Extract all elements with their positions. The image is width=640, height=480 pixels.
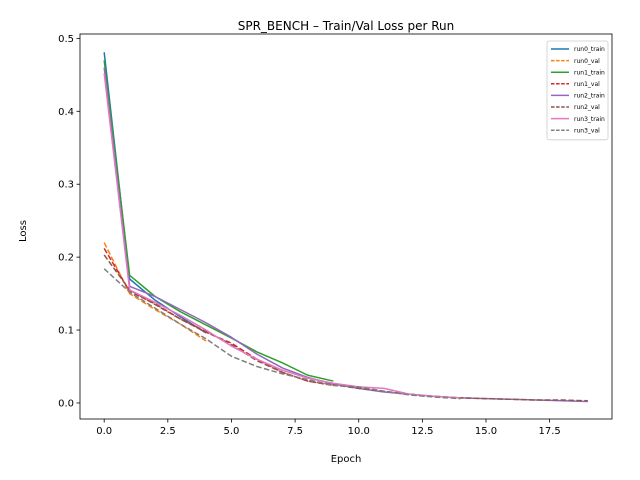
- legend-label-run1-train: run1_train: [574, 69, 605, 76]
- x-tick-label: 5.0: [224, 426, 240, 437]
- y-tick-label: 0.3: [58, 180, 74, 191]
- x-tick-label: 0.0: [96, 426, 112, 437]
- x-tick-label: 2.5: [160, 426, 176, 437]
- y-tick-label: 0.5: [58, 34, 74, 45]
- legend-label-run0-val: run0_val: [574, 58, 600, 65]
- x-tick-label: 7.5: [287, 426, 303, 437]
- series-line-run1-train: [103, 60, 334, 382]
- x-tick-label: 12.5: [411, 426, 433, 437]
- plot-frame: [79, 33, 613, 420]
- y-tick-label: 0.0: [58, 398, 74, 409]
- series-line-run3-train: [103, 73, 461, 399]
- legend-label-run3-train: run3_train: [574, 116, 605, 123]
- plot-area: [80, 34, 612, 419]
- y-tick-label: 0.4: [58, 107, 74, 118]
- x-tick-label: 15.0: [475, 426, 497, 437]
- legend-label-run2-train: run2_train: [574, 93, 605, 100]
- x-tick-label: 10.0: [348, 426, 370, 437]
- series-line-run3-val: [103, 268, 461, 400]
- x-axis-title: Epoch: [331, 454, 362, 465]
- chart-title: SPR_BENCH – Train/Val Loss per Run: [238, 19, 455, 33]
- legend-box: [546, 40, 609, 141]
- y-tick-label: 0.1: [58, 326, 74, 337]
- legend: run0_train run0_val run1_train run1_val run2…: [546, 40, 609, 141]
- legend-label-run2-val: run2_val: [574, 104, 600, 111]
- x-tick-label: 17.5: [539, 426, 561, 437]
- legend-label-run0-train: run0_train: [574, 46, 605, 53]
- series-layer: [103, 52, 588, 403]
- series-line-run2-val: [103, 254, 588, 402]
- y-axis: 0.0 0.1 0.2 0.3 0.4 0.5: [58, 34, 80, 409]
- y-axis-title: Loss: [18, 220, 29, 242]
- y-tick-label: 0.2: [58, 253, 74, 264]
- x-axis: 0.0 2.5 5.0 7.5 10.0 12.5 15.0 17.5: [96, 419, 561, 437]
- legend-label-run1-val: run1_val: [574, 81, 600, 88]
- legend-label-run3-val: run3_val: [574, 127, 600, 134]
